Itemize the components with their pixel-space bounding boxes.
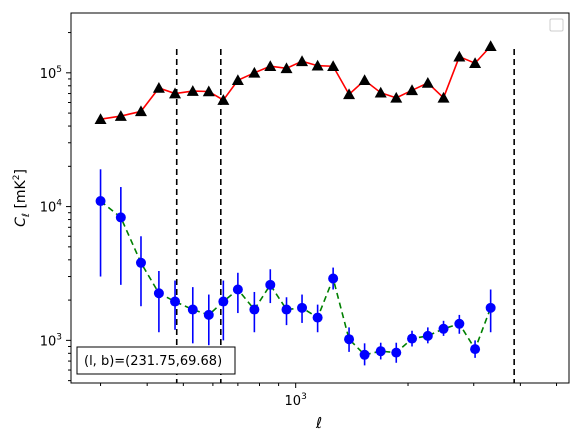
data-point	[249, 304, 260, 315]
annotation-box: (l, b)=(231.75,69.68)	[76, 346, 236, 375]
x-tick-label: 103	[285, 392, 307, 409]
data-point	[134, 105, 147, 117]
data-point	[438, 323, 449, 334]
data-point	[153, 288, 164, 299]
y-tick-label: 105	[40, 65, 62, 82]
data-point	[203, 309, 214, 320]
data-point	[218, 296, 229, 307]
data-point	[115, 212, 126, 223]
data-point	[470, 344, 481, 355]
data-point	[374, 86, 387, 98]
annotation-frame	[76, 346, 236, 375]
data-point	[390, 91, 403, 103]
data-point	[453, 50, 466, 62]
y-axis-label-unit-exp: 2	[12, 175, 22, 181]
data-point	[280, 62, 293, 74]
data-point	[328, 273, 339, 284]
y-axis-label-main: C	[13, 217, 29, 227]
y-tick-label: 103	[40, 332, 62, 349]
data-point	[217, 94, 230, 105]
x-axis-label: ℓ	[315, 414, 322, 432]
annotation-text: (l, b)=(231.75,69.68)	[84, 354, 222, 369]
data-point	[469, 57, 482, 69]
data-point	[135, 257, 146, 268]
data-point	[232, 284, 243, 295]
data-point	[296, 55, 309, 67]
data-point	[437, 91, 450, 103]
data-point	[312, 312, 323, 323]
data-point	[358, 74, 371, 86]
data-point	[186, 85, 199, 96]
data-point	[248, 66, 261, 78]
data-point	[375, 346, 386, 357]
data-point	[391, 347, 402, 358]
data-point	[422, 330, 433, 341]
data-point	[202, 85, 215, 97]
legend-box	[549, 18, 564, 32]
data-point	[359, 349, 370, 360]
data-point	[343, 88, 356, 100]
y-axis-label-sub: ℓ	[21, 213, 32, 217]
data-point	[311, 59, 324, 71]
data-point	[170, 296, 181, 307]
data-point	[231, 74, 244, 86]
y-tick-label: 104	[40, 199, 63, 216]
data-point	[152, 82, 165, 93]
data-point	[297, 302, 308, 313]
data-point	[114, 110, 127, 121]
data-point	[407, 333, 418, 344]
y-axis-label-unit: [mK	[13, 179, 29, 208]
svg-text:Cℓ [mK2]: Cℓ [mK2]	[12, 169, 32, 227]
data-point	[95, 196, 106, 207]
plot-frame	[70, 12, 570, 384]
data-point	[327, 60, 340, 72]
data-point	[485, 302, 496, 313]
data-point	[264, 60, 277, 72]
data-point	[265, 279, 276, 290]
data-point	[421, 76, 434, 88]
legend-frame	[549, 18, 564, 32]
data-point	[406, 84, 419, 96]
y-axis-label-unit-close: ]	[13, 169, 29, 174]
y-axis-label: Cℓ [mK2]	[12, 169, 32, 227]
data-point	[169, 87, 182, 99]
data-point	[187, 304, 198, 315]
data-point	[484, 40, 497, 52]
data-point	[454, 318, 465, 329]
data-point	[281, 304, 292, 315]
data-point	[344, 334, 355, 345]
data-point	[94, 113, 107, 125]
